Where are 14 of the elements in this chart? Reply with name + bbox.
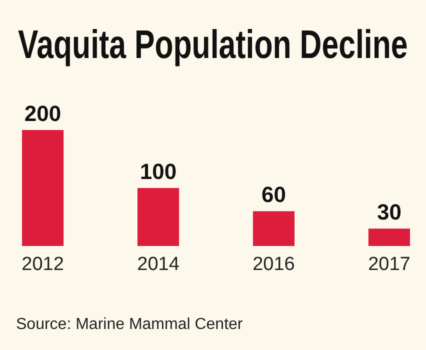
x-tick-label: 2017 xyxy=(368,254,410,275)
x-tick-label: 2014 xyxy=(137,254,180,275)
bar xyxy=(137,188,180,246)
bar xyxy=(252,211,295,246)
x-tick-label: 2016 xyxy=(252,254,295,275)
chart-title: Vaquita Population Decline xyxy=(18,22,408,68)
data-label: 60 xyxy=(261,182,286,208)
x-tick-label: 2012 xyxy=(22,254,64,275)
source-note: Source: Marine Mammal Center xyxy=(16,316,244,333)
bar xyxy=(22,130,64,246)
data-label: 100 xyxy=(140,159,177,184)
data-label: 200 xyxy=(24,101,62,126)
bar xyxy=(368,228,410,246)
data-label: 30 xyxy=(376,200,402,225)
